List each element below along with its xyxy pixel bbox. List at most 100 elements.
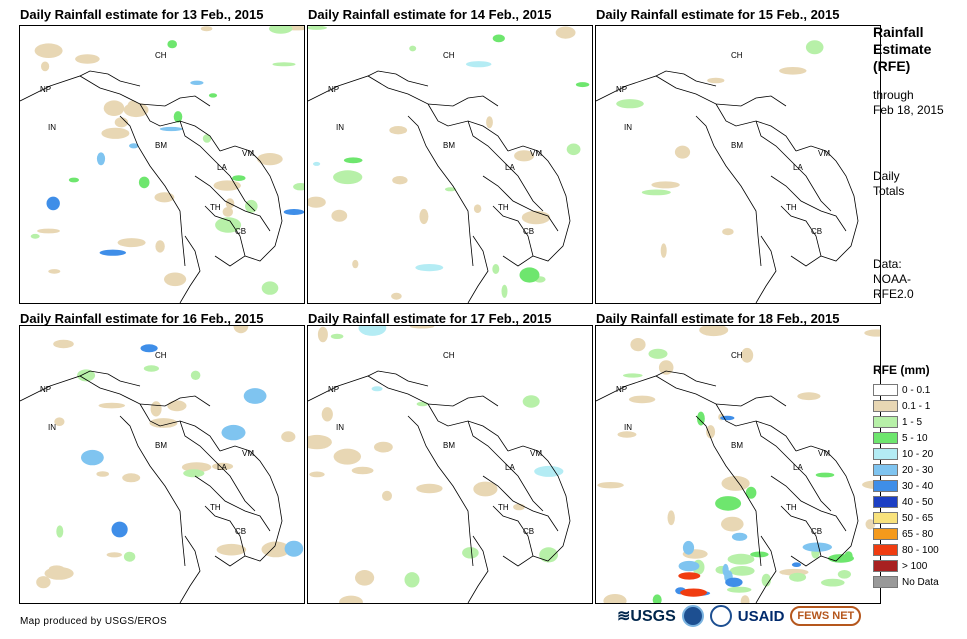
rainfall-area: [233, 326, 249, 334]
panel-title-2: Daily Rainfall estimate for 14 Feb., 201…: [308, 7, 552, 22]
rainfall-area: [534, 465, 564, 477]
country-label-cb: CB: [523, 227, 534, 236]
rainfall-area: [575, 82, 590, 88]
side-title-line3: (RFE): [873, 58, 911, 74]
rainfall-area: [513, 503, 525, 511]
legend-item: 50 - 65: [873, 510, 939, 526]
country-label-np: NP: [616, 85, 627, 94]
rainfall-area: [313, 161, 321, 166]
country-border: [755, 535, 777, 603]
rainfall-area: [522, 395, 540, 408]
logos-bar: ≋USGS USAID FEWS NET: [617, 605, 862, 627]
country-label-bm: BM: [443, 441, 455, 450]
totals-label: Totals: [873, 184, 905, 198]
country-border: [715, 403, 797, 452]
country-label-la: LA: [793, 463, 803, 472]
country-border: [755, 120, 832, 212]
country-label-in: IN: [624, 423, 632, 432]
country-label-th: TH: [210, 503, 221, 512]
country-border: [427, 403, 509, 452]
country-border: [308, 375, 499, 407]
country-label-np: NP: [40, 85, 51, 94]
rainfall-area: [257, 153, 283, 166]
through-block: through Feb 18, 2015: [873, 88, 944, 118]
country-border: [367, 370, 429, 387]
rainfall-area: [81, 449, 104, 466]
rainfall-area: [697, 411, 705, 426]
legend-item: 0.1 - 1: [873, 398, 939, 414]
rainfall-area: [309, 471, 325, 478]
legend-swatch: [873, 432, 898, 444]
country-border: [204, 505, 246, 567]
rainfall-area: [96, 152, 106, 166]
legend-swatch: [873, 416, 898, 428]
rainfall-area: [98, 402, 126, 409]
rainfall-area: [41, 61, 50, 72]
country-border: [179, 235, 201, 303]
country-label-th: TH: [498, 203, 509, 212]
rainfall-area: [797, 392, 821, 401]
country-label-ch: CH: [155, 351, 167, 360]
rainfall-area: [183, 469, 205, 478]
legend-swatch: [873, 576, 898, 588]
rainfall-area: [791, 562, 802, 567]
rainfall-area: [331, 209, 348, 222]
rainfall-area: [391, 292, 402, 300]
rainfall-map-13-feb: CH NP IN BM LA VM TH CB: [19, 25, 305, 304]
noaa-logo-icon: [681, 605, 704, 627]
rainfall-area: [462, 547, 479, 559]
country-label-bm: BM: [155, 441, 167, 450]
data-source-block: Data: NOAA- RFE2.0: [873, 257, 914, 302]
rainfall-area: [404, 572, 420, 588]
map-canvas: CH NP IN BM LA VM TH CB: [308, 26, 590, 303]
legend-swatch: [873, 496, 898, 508]
country-border: [507, 445, 571, 562]
country-border: [596, 375, 787, 407]
rainfall-area: [815, 472, 835, 478]
rainfall-area: [648, 348, 668, 359]
country-label-cb: CB: [235, 527, 246, 536]
country-border: [20, 75, 211, 107]
legend-swatch: [873, 448, 898, 460]
rainfall-area: [149, 418, 178, 428]
country-label-vm: VM: [818, 449, 830, 458]
rainfall-area: [154, 192, 175, 203]
country-label-la: LA: [793, 163, 803, 172]
rainfall-area: [140, 344, 158, 353]
rainfall-area: [392, 176, 408, 185]
map-canvas: CH NP IN BM LA VM TH CB: [20, 326, 304, 603]
rainfall-area: [725, 577, 743, 587]
legend-swatch: [873, 544, 898, 556]
rainfall-area: [243, 388, 267, 404]
rainfall-area: [101, 127, 130, 139]
map-credit: Map produced by USGS/EROS: [20, 616, 168, 627]
rainfall-area: [272, 62, 296, 67]
country-border: [467, 535, 489, 603]
legend-swatch: [873, 480, 898, 492]
country-label-la: LA: [505, 463, 515, 472]
rainfall-area: [419, 208, 429, 225]
rainfall-area: [521, 210, 551, 225]
rainfall-area: [617, 431, 637, 438]
rainfall-area: [54, 417, 65, 426]
rainfall-area: [30, 233, 40, 239]
rainfall-area: [623, 373, 643, 378]
rainfall-area: [682, 540, 695, 555]
rainfall-area: [821, 578, 845, 587]
rainfall-area: [321, 407, 333, 422]
rainfall-area: [837, 570, 851, 579]
rainfall-area: [261, 541, 291, 558]
country-label-vm: VM: [242, 449, 254, 458]
rainfall-area: [415, 264, 444, 272]
country-label-th: TH: [786, 503, 797, 512]
legend-label: No Data: [902, 576, 939, 588]
rainfall-map-16-feb: CH NP IN BM LA VM TH CB: [19, 325, 305, 604]
rainfall-area: [48, 269, 61, 274]
rainfall-area: [715, 496, 742, 511]
panel-title-6: Daily Rainfall estimate for 18 Feb., 201…: [596, 311, 840, 326]
usgs-logo: ≋USGS: [617, 608, 676, 625]
country-label-cb: CB: [811, 527, 822, 536]
rainfall-area: [761, 573, 771, 587]
country-label-th: TH: [210, 203, 221, 212]
rainfall-area: [36, 576, 51, 589]
